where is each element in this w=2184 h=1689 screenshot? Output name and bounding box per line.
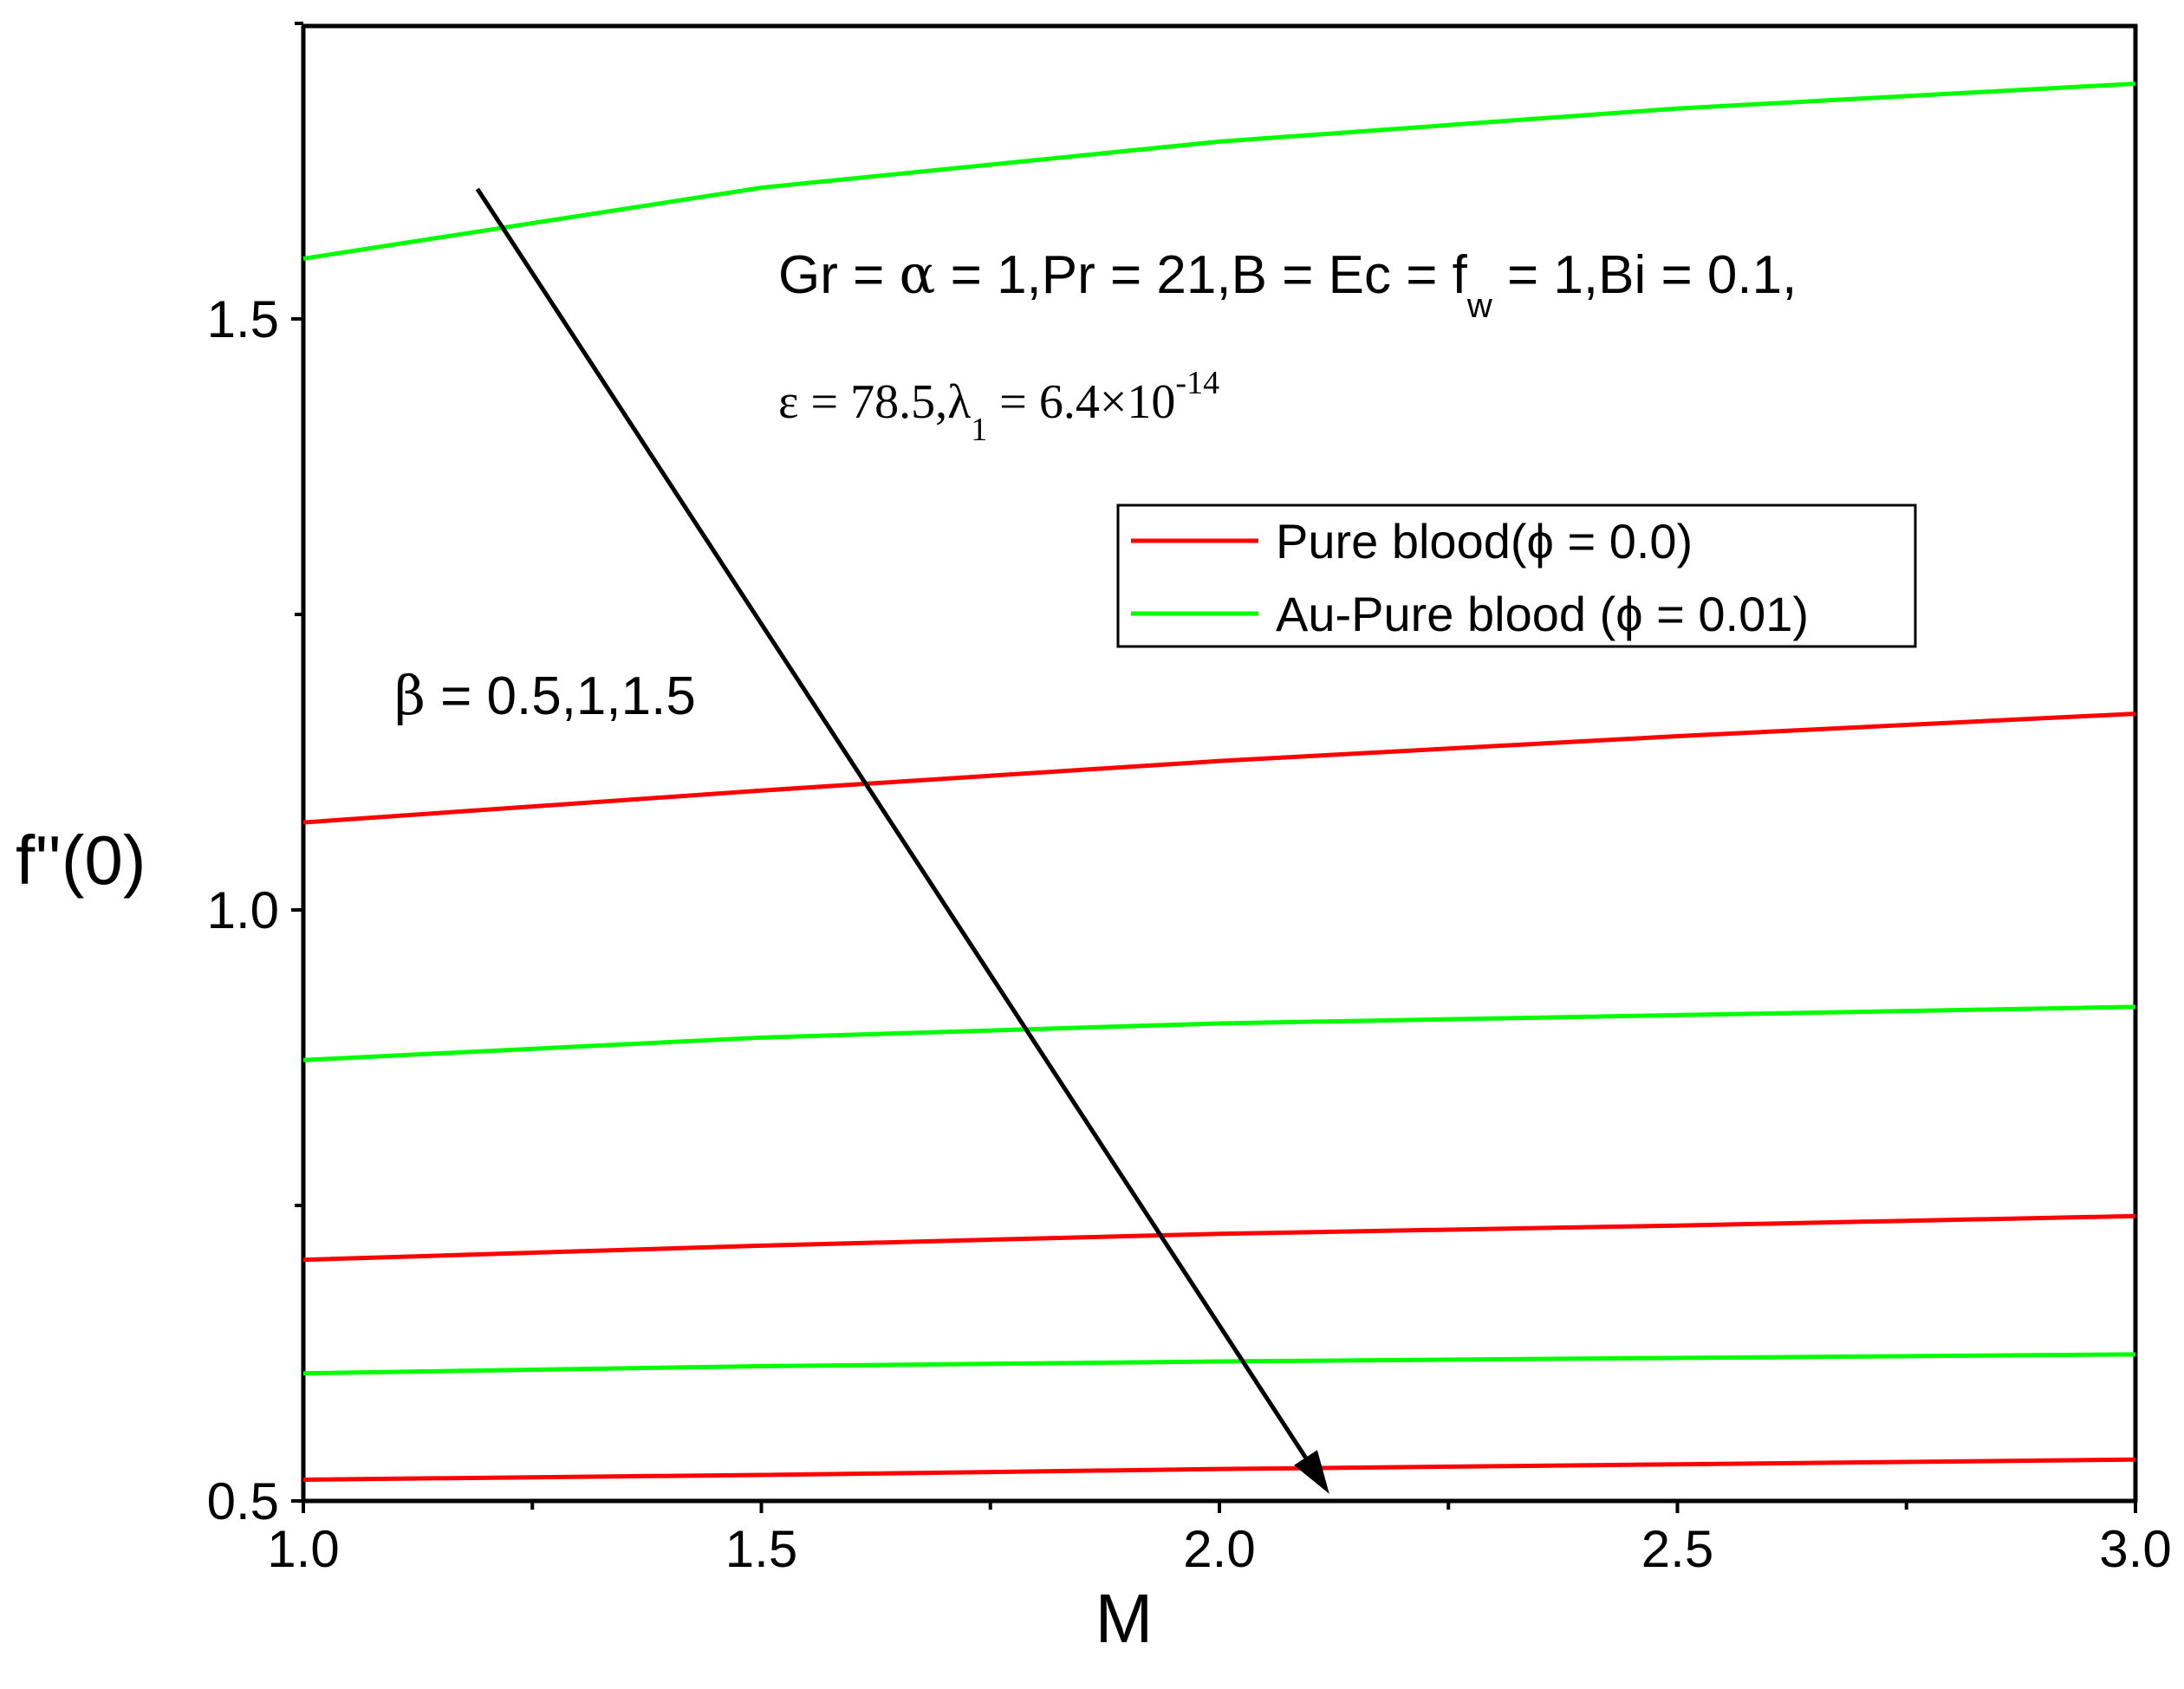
x-tick-label: 3.0: [2099, 1520, 2171, 1578]
params-sup-14: -14: [1175, 365, 1219, 401]
x-tick-label: 1.0: [267, 1520, 339, 1578]
legend-box: [1116, 503, 1917, 648]
series-line-au_blood-beta-1-5: [302, 1352, 2136, 1376]
params-alpha: α: [900, 243, 936, 306]
series-lines: [302, 81, 2136, 1482]
series-line-pure_blood-beta-1: [302, 1213, 2136, 1263]
params-sub-1: 1: [971, 412, 987, 448]
legend: Pure blood(ϕ = 0.0) Au-Pure blood (ϕ = 0…: [1116, 503, 1917, 648]
legend-label-au-blood: Au-Pure blood (ϕ = 0.01): [1276, 587, 1809, 641]
params-text-c: = 1,Bi = 0.1,: [1492, 245, 1797, 305]
params-annotation-line2: ε = 78.5,λ1 = 6.4×10-14: [778, 365, 1219, 448]
y-axis-title: f''(0): [16, 822, 146, 899]
params-text-b: = 1,Pr = 21,B = Ec = f: [935, 245, 1467, 305]
legend-label-pure-blood: Pure blood(ϕ = 0.0): [1276, 514, 1693, 568]
y-tick-label: 1.5: [207, 290, 279, 348]
y-tick-label: 0.5: [207, 1472, 279, 1530]
series-line-pure_blood-beta-1-5: [302, 1457, 2136, 1482]
beta-symbol: β: [394, 664, 426, 727]
x-axis-title: M: [1095, 1580, 1154, 1657]
tick-labels: 1.0 1.5 2.0 2.5 3.00.51.01.5: [207, 290, 2172, 1578]
series-line-pure_blood-beta-0-5: [302, 711, 2136, 825]
params-annotation-line1: Gr = α = 1,Pr = 21,B = Ec = fw = 1,Bi = …: [778, 243, 1797, 325]
series-line-au_blood-beta-1: [302, 1004, 2136, 1062]
params-sub-w: w: [1466, 287, 1492, 325]
params-value: = 6.4×10: [987, 375, 1175, 429]
beta-arrowhead: [1294, 1450, 1329, 1494]
y-tick-label: 1.0: [207, 881, 279, 939]
beta-values: = 0.5,1,1.5: [426, 666, 696, 726]
beta-annotation: β = 0.5,1,1.5: [394, 664, 696, 727]
x-tick-label: 1.5: [725, 1520, 797, 1578]
beta-arrow: [475, 187, 1308, 1459]
params-epsilon-lambda: ε = 78.5,λ: [778, 375, 971, 429]
x-tick-label: 2.0: [1183, 1520, 1255, 1578]
ticks: [291, 22, 2137, 1513]
x-tick-label: 2.5: [1641, 1520, 1713, 1578]
series-line-au_blood-beta-0-5: [302, 81, 2136, 261]
params-text-a: Gr =: [778, 245, 900, 305]
